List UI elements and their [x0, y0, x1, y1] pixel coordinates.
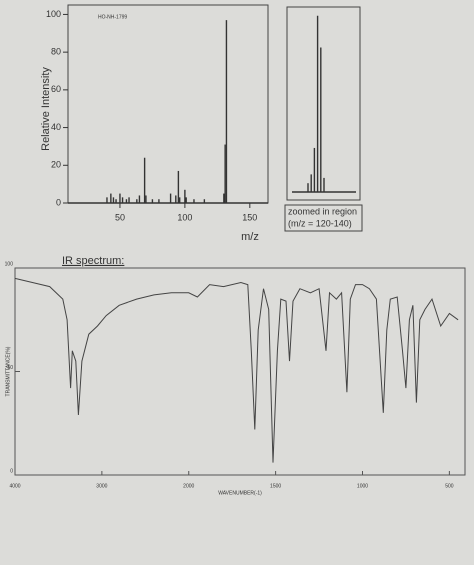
zoom-title: zoomed in region: [288, 206, 357, 216]
x-tick-label: 3000: [96, 483, 107, 489]
y-tick-label: 100: [5, 261, 14, 267]
x-tick-label: 150: [242, 212, 257, 222]
x-tick-label: 1000: [357, 483, 368, 489]
y-tick-label: 0: [56, 197, 61, 207]
y-axis-label: Relative Intensity: [40, 67, 52, 151]
y-tick-label: 50: [7, 365, 13, 371]
zoom-subtitle: (m/z = 120-140): [288, 218, 352, 228]
x-tick-label: 4000: [9, 483, 20, 489]
annotation: HO-NH-1799: [98, 14, 127, 20]
x-tick-label: 2000: [183, 483, 194, 489]
y-axis-label: TRANSMITTANCE(%): [5, 346, 11, 396]
y-tick-label: 80: [51, 47, 61, 57]
y-tick-label: 20: [51, 160, 61, 170]
x-tick-label: 50: [115, 212, 125, 222]
ir-trace: [14, 277, 459, 463]
ir-title: IR spectrum:: [62, 255, 124, 267]
x-axis-label: WAVENUMBER(-1): [218, 490, 262, 496]
y-tick-label: 100: [46, 9, 61, 19]
y-tick-label: 0: [10, 468, 13, 474]
x-tick-label: 500: [445, 483, 454, 489]
y-tick-label: 60: [51, 84, 61, 94]
x-tick-label: 100: [177, 212, 192, 222]
x-tick-label: 1500: [270, 483, 281, 489]
x-axis-label: m/z: [241, 231, 259, 243]
zoom-label-box: [284, 204, 363, 232]
plot-frame: [286, 6, 361, 201]
y-tick-label: 40: [51, 122, 61, 132]
